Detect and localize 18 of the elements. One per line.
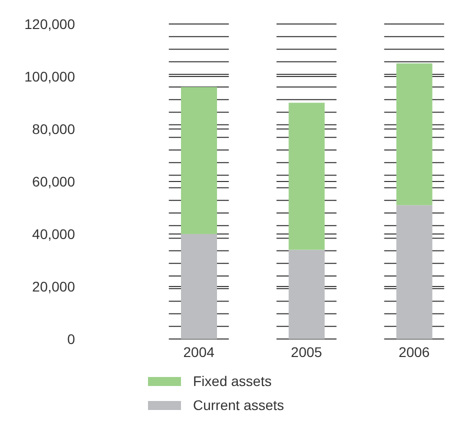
y-tick-label: 40,000	[32, 226, 76, 242]
bar	[288, 102, 325, 250]
y-tick-label: 20,000	[32, 278, 76, 294]
y-tick-label: 60,000	[32, 174, 76, 190]
bar	[288, 250, 325, 339]
y-tick-label: 120,000	[24, 16, 76, 32]
y-tick-label: 0	[67, 331, 76, 347]
x-tick-label: 2005	[290, 344, 322, 360]
bar	[181, 87, 217, 234]
y-tick-label: 80,000	[32, 121, 76, 137]
bar	[181, 234, 217, 339]
y-tick-label: 100,000	[24, 68, 76, 84]
legend-label: Current assets	[193, 397, 284, 413]
bar	[396, 205, 432, 339]
legend-label: Fixed assets	[193, 373, 272, 389]
x-tick-label: 2006	[398, 344, 430, 360]
x-tick-label: 2004	[183, 344, 215, 360]
bar	[396, 63, 432, 206]
